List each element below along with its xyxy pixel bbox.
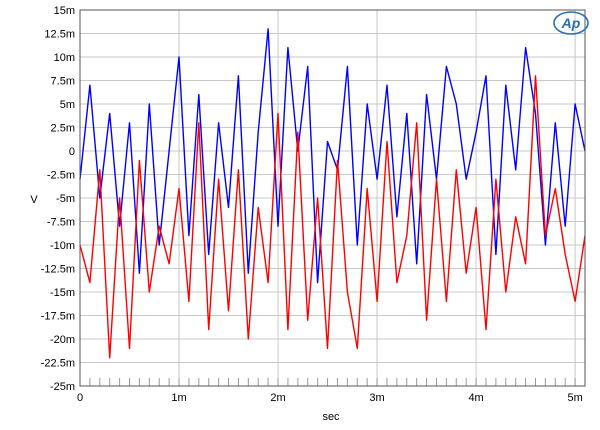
series-line-red bbox=[79, 75, 586, 359]
y-tick-label: -5m bbox=[56, 193, 75, 205]
y-tick-label: 0 bbox=[69, 146, 75, 158]
y-tick-label: -15m bbox=[50, 287, 75, 299]
x-axis-label: sec bbox=[322, 411, 340, 423]
x-tick-label: 5m bbox=[567, 392, 582, 404]
y-tick-label: -12.5m bbox=[41, 264, 75, 276]
ap-logo: Ap bbox=[553, 11, 589, 35]
x-tick-label: 2m bbox=[270, 392, 285, 404]
x-tick-label: 4m bbox=[468, 392, 483, 404]
y-tick-label: -7.5m bbox=[47, 217, 75, 229]
y-tick-label: 2.5m bbox=[51, 123, 75, 135]
y-tick-label: -17.5m bbox=[41, 311, 75, 323]
series-line-blue bbox=[79, 28, 586, 284]
y-tick-label: 12.5m bbox=[44, 29, 75, 41]
plot-frame bbox=[79, 9, 586, 387]
x-tick-labels: 0 1m 2m 3m 4m 5m bbox=[77, 392, 583, 404]
y-tick-label: -22.5m bbox=[41, 358, 75, 370]
y-tick-label: -25m bbox=[50, 381, 75, 393]
series-layer bbox=[79, 28, 586, 359]
y-tick-label: 7.5m bbox=[51, 76, 75, 88]
x-tick-label: 0 bbox=[77, 392, 83, 404]
y-tick-label: 10m bbox=[54, 52, 75, 64]
x-tick-label: 3m bbox=[369, 392, 384, 404]
y-tick-label: -20m bbox=[50, 334, 75, 346]
y-tick-labels: 15m 12.5m 10m 7.5m 5m 2.5m 0 -2.5m -5m -7.5m -10m -… bbox=[41, 5, 75, 393]
y-tick-label: 15m bbox=[54, 5, 75, 17]
y-tick-label: -10m bbox=[50, 240, 75, 252]
y-axis-label: V bbox=[30, 194, 38, 206]
y-tick-label: -2.5m bbox=[47, 170, 75, 182]
y-tick-label: 5m bbox=[60, 99, 75, 111]
x-tick-label: 1m bbox=[171, 392, 186, 404]
svg-text:Ap: Ap bbox=[561, 15, 581, 31]
